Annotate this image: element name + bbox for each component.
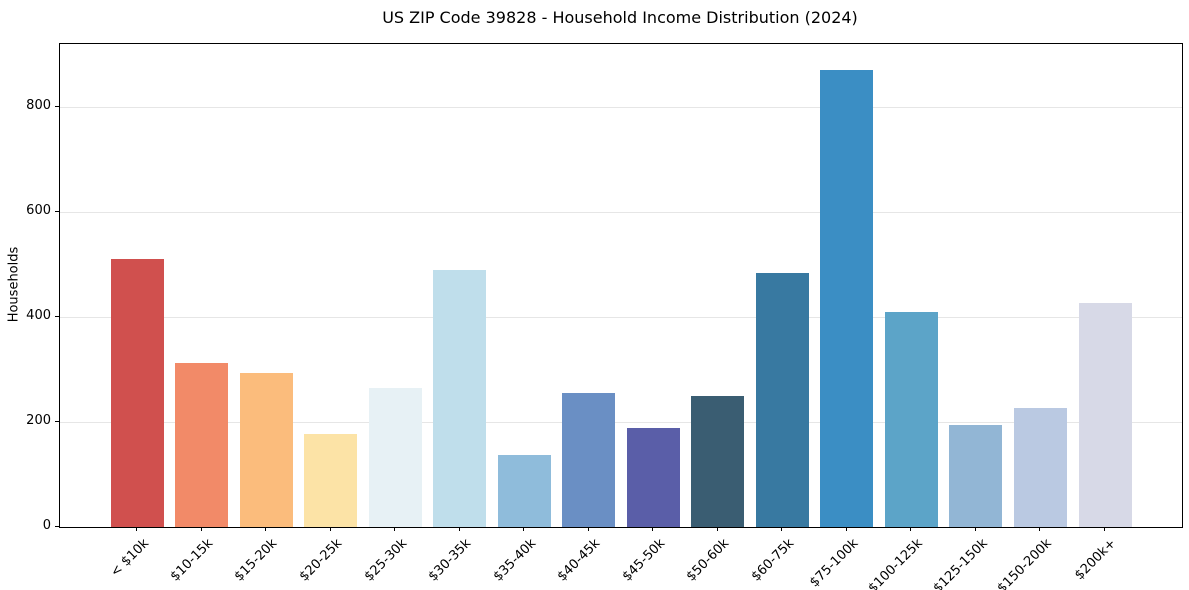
y-tick-label-400: 400 <box>26 308 51 323</box>
x-tick-8 <box>652 527 654 531</box>
x-tick-12 <box>910 527 912 531</box>
x-tick-label-0: < $10k <box>107 536 152 581</box>
bar-30-35k <box>433 269 487 527</box>
x-tick-5 <box>458 527 460 531</box>
gridline-y-600 <box>60 211 1182 213</box>
bar-60-75k <box>755 272 809 527</box>
gridline-y-400 <box>60 316 1182 318</box>
bar-25-30k <box>368 387 422 527</box>
gridline-y-200 <box>60 421 1182 423</box>
x-tick-label-9: $50-60k <box>683 536 733 585</box>
x-tick-label-13: $125-150k <box>930 536 991 590</box>
y-tick-600 <box>55 210 59 212</box>
bar-50-60k <box>691 395 745 527</box>
x-tick-label-3: $20-25k <box>296 536 346 585</box>
x-tick-label-15: $200k+ <box>1072 536 1120 584</box>
y-tick-label-200: 200 <box>26 413 51 428</box>
y-tick-0 <box>55 525 59 527</box>
bar-200k+ <box>1078 302 1132 527</box>
x-tick-label-7: $40-45k <box>554 536 604 585</box>
bar-125-150k <box>949 425 1003 527</box>
x-tick-3 <box>329 527 331 531</box>
x-tick-11 <box>845 527 847 531</box>
y-tick-400 <box>55 315 59 317</box>
bar-75-100k <box>820 70 874 527</box>
x-tick-9 <box>716 527 718 531</box>
x-tick-13 <box>974 527 976 531</box>
x-tick-label-6: $35-40k <box>490 536 539 585</box>
x-tick-15 <box>1104 527 1105 531</box>
bar-10-15k <box>175 363 229 527</box>
x-tick-2 <box>265 527 267 531</box>
bar-150-200k <box>1013 408 1067 527</box>
bar-100-125k <box>884 311 938 527</box>
y-tick-label-800: 800 <box>26 98 51 113</box>
x-tick-0 <box>136 527 137 531</box>
bar-35-40k <box>497 454 551 527</box>
x-tick-label-12: $100-125k <box>865 536 926 590</box>
x-tick-label-8: $45-50k <box>619 536 668 585</box>
x-tick-label-1: $10-15k <box>167 536 217 585</box>
bar-15-20k <box>239 373 293 527</box>
bar-20-25k <box>304 433 358 527</box>
x-tick-label-14: $150-200k <box>994 536 1056 590</box>
bar-10k <box>110 259 164 527</box>
y-tick-label-0: 0 <box>42 518 51 533</box>
y-tick-label-600: 600 <box>26 203 51 218</box>
gridline-y-800 <box>60 106 1182 108</box>
x-tick-14 <box>1039 527 1041 531</box>
x-tick-label-11: $75-100k <box>807 536 862 590</box>
bar-40-45k <box>562 392 616 527</box>
x-tick-label-4: $25-30k <box>361 536 410 585</box>
x-tick-label-5: $30-35k <box>425 536 475 585</box>
chart-title: US ZIP Code 39828 - Household Income Dis… <box>382 8 858 27</box>
x-tick-label-10: $60-75k <box>748 536 797 585</box>
y-tick-200 <box>55 420 59 422</box>
y-tick-800 <box>55 105 59 107</box>
x-tick-1 <box>200 527 202 531</box>
bar-45-50k <box>626 428 680 527</box>
x-tick-4 <box>394 527 396 531</box>
x-tick-7 <box>587 527 589 531</box>
plot-area <box>59 43 1183 528</box>
x-tick-10 <box>781 527 783 531</box>
x-tick-6 <box>523 527 525 531</box>
x-tick-label-2: $15-20k <box>232 536 281 585</box>
